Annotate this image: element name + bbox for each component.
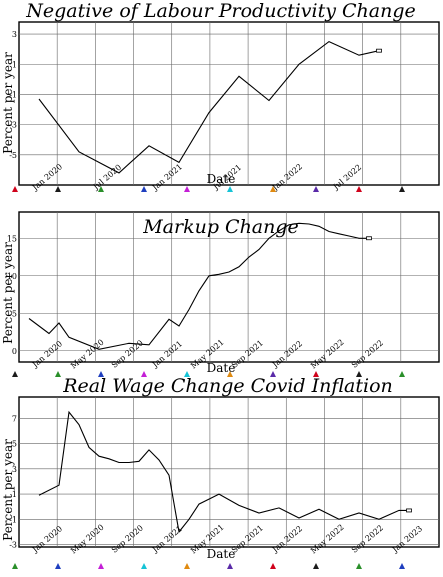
decor-marker — [141, 371, 147, 377]
y-tick-label: 3 — [12, 465, 17, 474]
decor-marker — [98, 563, 104, 569]
y-tick-label: 0 — [12, 347, 17, 356]
decor-marker — [227, 186, 233, 192]
decor-marker — [141, 186, 147, 192]
y-tick-labels: 3 1 -1 -3 -5 — [9, 30, 17, 160]
decor-marker — [313, 371, 319, 377]
decor-marker — [55, 563, 61, 569]
decor-marker — [399, 563, 405, 569]
decor-marker — [313, 186, 319, 192]
x-tick-label: May 2022 — [309, 523, 346, 556]
x-tick-label: Jan 2021 — [150, 162, 184, 193]
chart-title: Negative of Labour Productivity Change — [25, 0, 416, 22]
plot-frame — [18, 396, 440, 548]
y-tick-labels: 0 5 10 15 — [7, 234, 17, 356]
panel-labour-productivity: 3 1 -1 -3 -5 Jan 2020 Jul 2020 Jan 2021 Jul 202… — [1, 0, 440, 193]
decor-marker — [98, 371, 104, 377]
plot-frame — [18, 211, 440, 363]
y-tick-label: 5 — [12, 440, 17, 449]
end-marker-group — [406, 508, 412, 513]
y-tick-label: -1 — [9, 515, 17, 524]
decor-marker — [141, 563, 147, 569]
decor-marker — [227, 563, 233, 569]
x-axis-label: Date — [207, 361, 236, 375]
decorative-separator-markers — [12, 186, 405, 569]
data-line — [28, 222, 369, 350]
decor-marker — [98, 186, 104, 192]
data-line — [38, 410, 409, 534]
decor-marker — [227, 371, 233, 377]
x-tick-label: Jan 2023 — [390, 524, 424, 555]
decor-marker — [356, 186, 362, 192]
decor-marker — [356, 371, 362, 377]
y-tick-label: 1 — [12, 490, 17, 499]
y-tick-label: 3 — [12, 30, 17, 39]
decor-marker — [399, 186, 405, 192]
x-tick-label: Sep 2022 — [350, 338, 385, 369]
y-axis-label: Percent per year — [1, 439, 15, 541]
end-marker — [406, 508, 412, 513]
x-tick-label: Jan 2020 — [30, 339, 64, 370]
gridlines — [19, 22, 439, 185]
x-tick-label: Jan 2022 — [270, 524, 304, 555]
x-tick-label: May 2020 — [69, 523, 106, 556]
x-tick-label: Jan 2022 — [270, 339, 304, 370]
decor-marker — [184, 371, 190, 377]
x-tick-label: Jan 2020 — [30, 524, 64, 555]
decor-marker — [184, 186, 190, 192]
y-tick-label: 7 — [12, 414, 17, 423]
x-tick-label: Sep 2020 — [110, 523, 145, 554]
decor-marker — [184, 563, 190, 569]
gridlines — [19, 212, 439, 362]
end-marker — [376, 48, 382, 53]
plot-frame — [18, 21, 440, 186]
x-axis-label: Date — [207, 547, 236, 561]
end-marker — [366, 236, 372, 241]
x-tick-label: May 2022 — [309, 338, 346, 371]
x-tick-labels: Jan 2020 Jul 2020 Jan 2021 Jul 2021 Jan 2022… — [30, 162, 363, 193]
decor-marker — [12, 186, 18, 192]
x-tick-label: Jan 2021 — [150, 339, 184, 370]
x-tick-label: May 2020 — [69, 338, 106, 371]
y-tick-label: 1 — [12, 60, 17, 69]
y-tick-label: -3 — [9, 540, 17, 549]
gridlines — [19, 397, 439, 547]
decor-marker — [313, 563, 319, 569]
decor-marker — [55, 186, 61, 192]
end-marker-group — [366, 236, 372, 241]
decor-marker — [55, 371, 61, 377]
x-axis-label: Date — [207, 172, 236, 186]
chart-title: Real Wage Change Covid Inflation — [62, 375, 393, 397]
decor-marker — [270, 563, 276, 569]
decor-marker — [12, 371, 18, 377]
decor-marker — [399, 371, 405, 377]
x-tick-label: Sep 2022 — [350, 523, 385, 554]
x-tick-label: Jan 2022 — [270, 162, 304, 193]
decor-marker — [12, 563, 18, 569]
y-tick-label: -1 — [9, 90, 17, 99]
y-tick-label: 15 — [7, 234, 17, 243]
y-tick-label: -5 — [9, 151, 17, 160]
chart-title: Markup Change — [142, 216, 299, 238]
y-tick-label: -3 — [9, 121, 17, 130]
y-axis-label: Percent per year — [1, 52, 15, 154]
y-tick-label: 5 — [12, 309, 17, 318]
data-line — [38, 40, 380, 174]
decor-marker — [270, 371, 276, 377]
y-tick-label: 10 — [7, 272, 17, 281]
decor-marker — [270, 186, 276, 192]
y-axis-label: Percent per year — [1, 242, 15, 344]
panel-real-wage: 7 5 3 1 -1 -3 Jan 2020 May 2020 Sep 2020 Jan 202… — [1, 375, 440, 561]
end-marker-group — [376, 48, 382, 53]
decor-marker — [356, 563, 362, 569]
y-tick-labels: 7 5 3 1 -1 -3 — [9, 414, 17, 549]
